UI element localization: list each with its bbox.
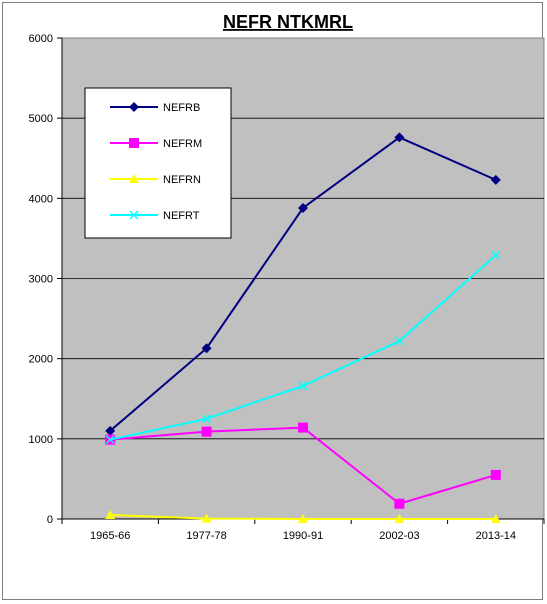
legend-marker-nefrm	[129, 138, 139, 148]
data-point-nefrt	[491, 250, 501, 260]
y-tick-label: 6000	[29, 33, 53, 45]
data-point-nefrb	[394, 132, 405, 143]
x-tick-label: 2013-14	[476, 530, 516, 542]
legend-label-nefrt: NEFRT	[163, 210, 200, 222]
x-tick-label: 2002-03	[379, 530, 419, 542]
y-tick-label: 1000	[29, 434, 53, 446]
data-point-nefrt	[394, 336, 404, 346]
data-point-nefrm	[490, 469, 501, 480]
data-point-nefrt	[105, 435, 115, 445]
x-tick-label: 1977-78	[186, 530, 226, 542]
data-point-nefrm	[201, 426, 212, 437]
data-point-nefrm	[298, 422, 308, 433]
data-point-nefrm	[394, 498, 405, 509]
data-point-nefrn	[394, 514, 405, 523]
axes: 0 1000 2000 3000 4000 5000 6000 1965-66 1977-78 1…	[29, 33, 545, 542]
legend-marker-nefrt	[129, 210, 139, 220]
legend-label-nefrm: NEFRM	[163, 138, 202, 150]
legend-label-nefrn: NEFRN	[163, 174, 201, 186]
x-tick-label: 1990-91	[283, 530, 323, 542]
y-tick-label: 0	[47, 514, 53, 526]
legend-label-nefrb: NEFRB	[163, 102, 200, 114]
legend-marker-nefrn	[129, 174, 139, 183]
y-tick-label: 2000	[29, 354, 53, 366]
data-point-nefrn	[105, 509, 116, 519]
legend: NEFRB NEFRM NEFRN NEFRT	[84, 87, 232, 239]
data-point-nefrb	[201, 343, 212, 354]
data-point-nefrb	[298, 202, 308, 213]
y-tick-label: 3000	[29, 274, 53, 286]
y-tick-label: 5000	[29, 113, 53, 125]
data-point-nefrn	[201, 513, 212, 523]
chart-title: NEFR NTKMRL	[223, 12, 353, 32]
data-point-nefrb	[490, 174, 501, 185]
data-point-nefrb	[105, 425, 116, 436]
data-point-nefrn	[490, 514, 501, 523]
data-point-nefrt	[298, 381, 308, 391]
x-tick-label: 1965-66	[90, 530, 130, 542]
legend-box	[84, 87, 232, 239]
data-point-nefrn	[298, 514, 308, 523]
legend-marker-nefrb	[129, 102, 139, 112]
data-point-nefrt	[202, 414, 212, 424]
series-layer	[105, 132, 501, 523]
y-tick-label: 4000	[29, 193, 53, 205]
